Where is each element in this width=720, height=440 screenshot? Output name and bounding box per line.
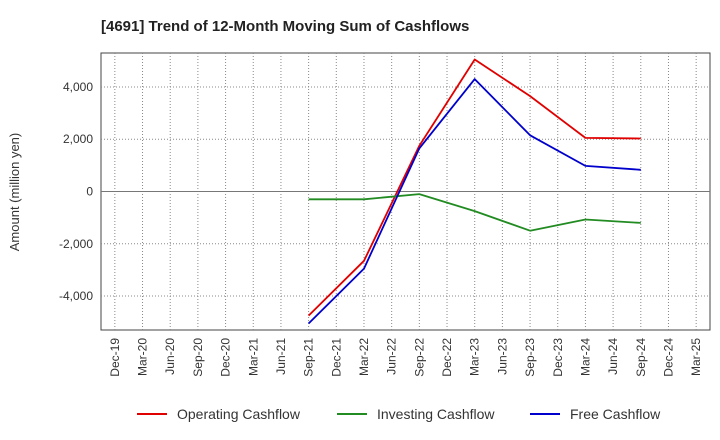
x-tick-label: Mar-24 bbox=[578, 338, 592, 376]
x-tick-label: Dec-21 bbox=[329, 338, 343, 377]
x-tick-label: Dec-24 bbox=[661, 338, 675, 377]
x-tick-label: Sep-23 bbox=[523, 338, 537, 377]
x-tick-label: Sep-21 bbox=[302, 338, 316, 377]
x-tick-label: Jun-22 bbox=[385, 338, 399, 375]
x-tick-label: Mar-21 bbox=[246, 338, 260, 376]
y-tick-label: 0 bbox=[86, 185, 93, 199]
investing-cashflow-line bbox=[308, 193, 641, 232]
y-tick-label: 4,000 bbox=[63, 80, 93, 94]
y-tick-label: -4,000 bbox=[59, 289, 93, 303]
x-tick-label: Sep-20 bbox=[191, 338, 205, 377]
x-tick-label: Jun-23 bbox=[495, 338, 509, 375]
y-tick-label: 2,000 bbox=[63, 132, 93, 146]
x-tick-label: Dec-23 bbox=[551, 338, 565, 377]
operating-cashflow-legend-label: Operating Cashflow bbox=[177, 406, 301, 422]
x-tick-label: Jun-21 bbox=[274, 338, 288, 375]
legend: Operating Cashflow Investing Cashflow Free… bbox=[137, 406, 661, 422]
free-cashflow-line bbox=[307, 78, 641, 325]
y-tick-label: -2,000 bbox=[59, 237, 93, 251]
x-tick-label: Sep-24 bbox=[634, 338, 648, 377]
x-tick-label: Mar-22 bbox=[357, 338, 371, 376]
x-tick-label: Dec-19 bbox=[108, 338, 122, 377]
x-axis-ticks: Dec-19 Mar-20 Jun-20 Sep-20 Dec-20 Mar-21 Jun-… bbox=[108, 338, 703, 377]
investing-cashflow-legend-label: Investing Cashflow bbox=[377, 406, 495, 422]
x-tick-label: Jun-20 bbox=[163, 338, 177, 375]
x-tick-label: Mar-23 bbox=[468, 338, 482, 376]
x-tick-label: Mar-25 bbox=[689, 338, 703, 376]
x-tick-label: Sep-22 bbox=[412, 338, 426, 377]
free-cashflow-legend-label: Free Cashflow bbox=[570, 406, 661, 422]
x-tick-label: Dec-20 bbox=[219, 338, 233, 377]
x-tick-label: Jun-24 bbox=[606, 338, 620, 375]
series-lines bbox=[307, 58, 641, 325]
chart-title: [4691] Trend of 12-Month Moving Sum of C… bbox=[101, 18, 469, 35]
x-tick-label: Mar-20 bbox=[136, 338, 150, 376]
operating-cashflow-line bbox=[307, 58, 641, 317]
y-axis-label: Amount (million yen) bbox=[7, 133, 22, 252]
x-tick-label: Dec-22 bbox=[440, 338, 454, 377]
y-axis-ticks: -4,000 -2,000 0 2,000 4,000 bbox=[59, 80, 93, 303]
